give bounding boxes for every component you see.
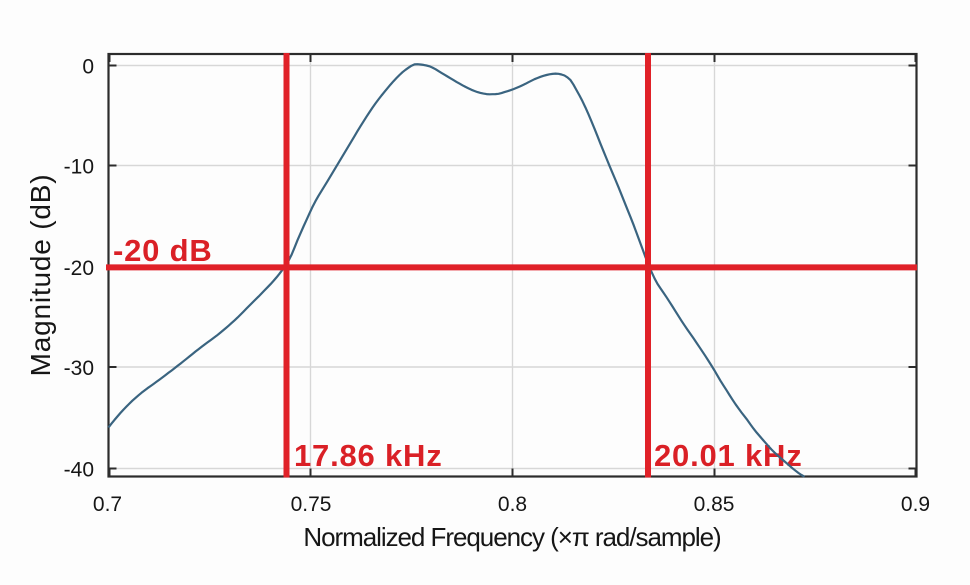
svg-text:20.01 kHz: 20.01 kHz xyxy=(654,438,803,473)
svg-text:0.7: 0.7 xyxy=(93,493,122,516)
svg-text:Magnitude (dB): Magnitude (dB) xyxy=(25,174,56,377)
svg-text:-40: -40 xyxy=(64,459,94,482)
svg-text:17.86 kHz: 17.86 kHz xyxy=(294,438,443,473)
svg-text:0.9: 0.9 xyxy=(901,493,930,516)
svg-text:-30: -30 xyxy=(64,357,94,380)
svg-text:0.8: 0.8 xyxy=(498,493,527,516)
svg-text:0: 0 xyxy=(82,56,94,79)
svg-text:-20 dB: -20 dB xyxy=(113,233,213,268)
svg-text:Normalized Frequency (×π rad/s: Normalized Frequency (×π rad/sample) xyxy=(303,522,721,552)
svg-text:0.75: 0.75 xyxy=(291,493,332,516)
svg-text:-20: -20 xyxy=(64,257,94,280)
svg-text:0.85: 0.85 xyxy=(694,493,735,516)
svg-text:-10: -10 xyxy=(64,156,94,179)
